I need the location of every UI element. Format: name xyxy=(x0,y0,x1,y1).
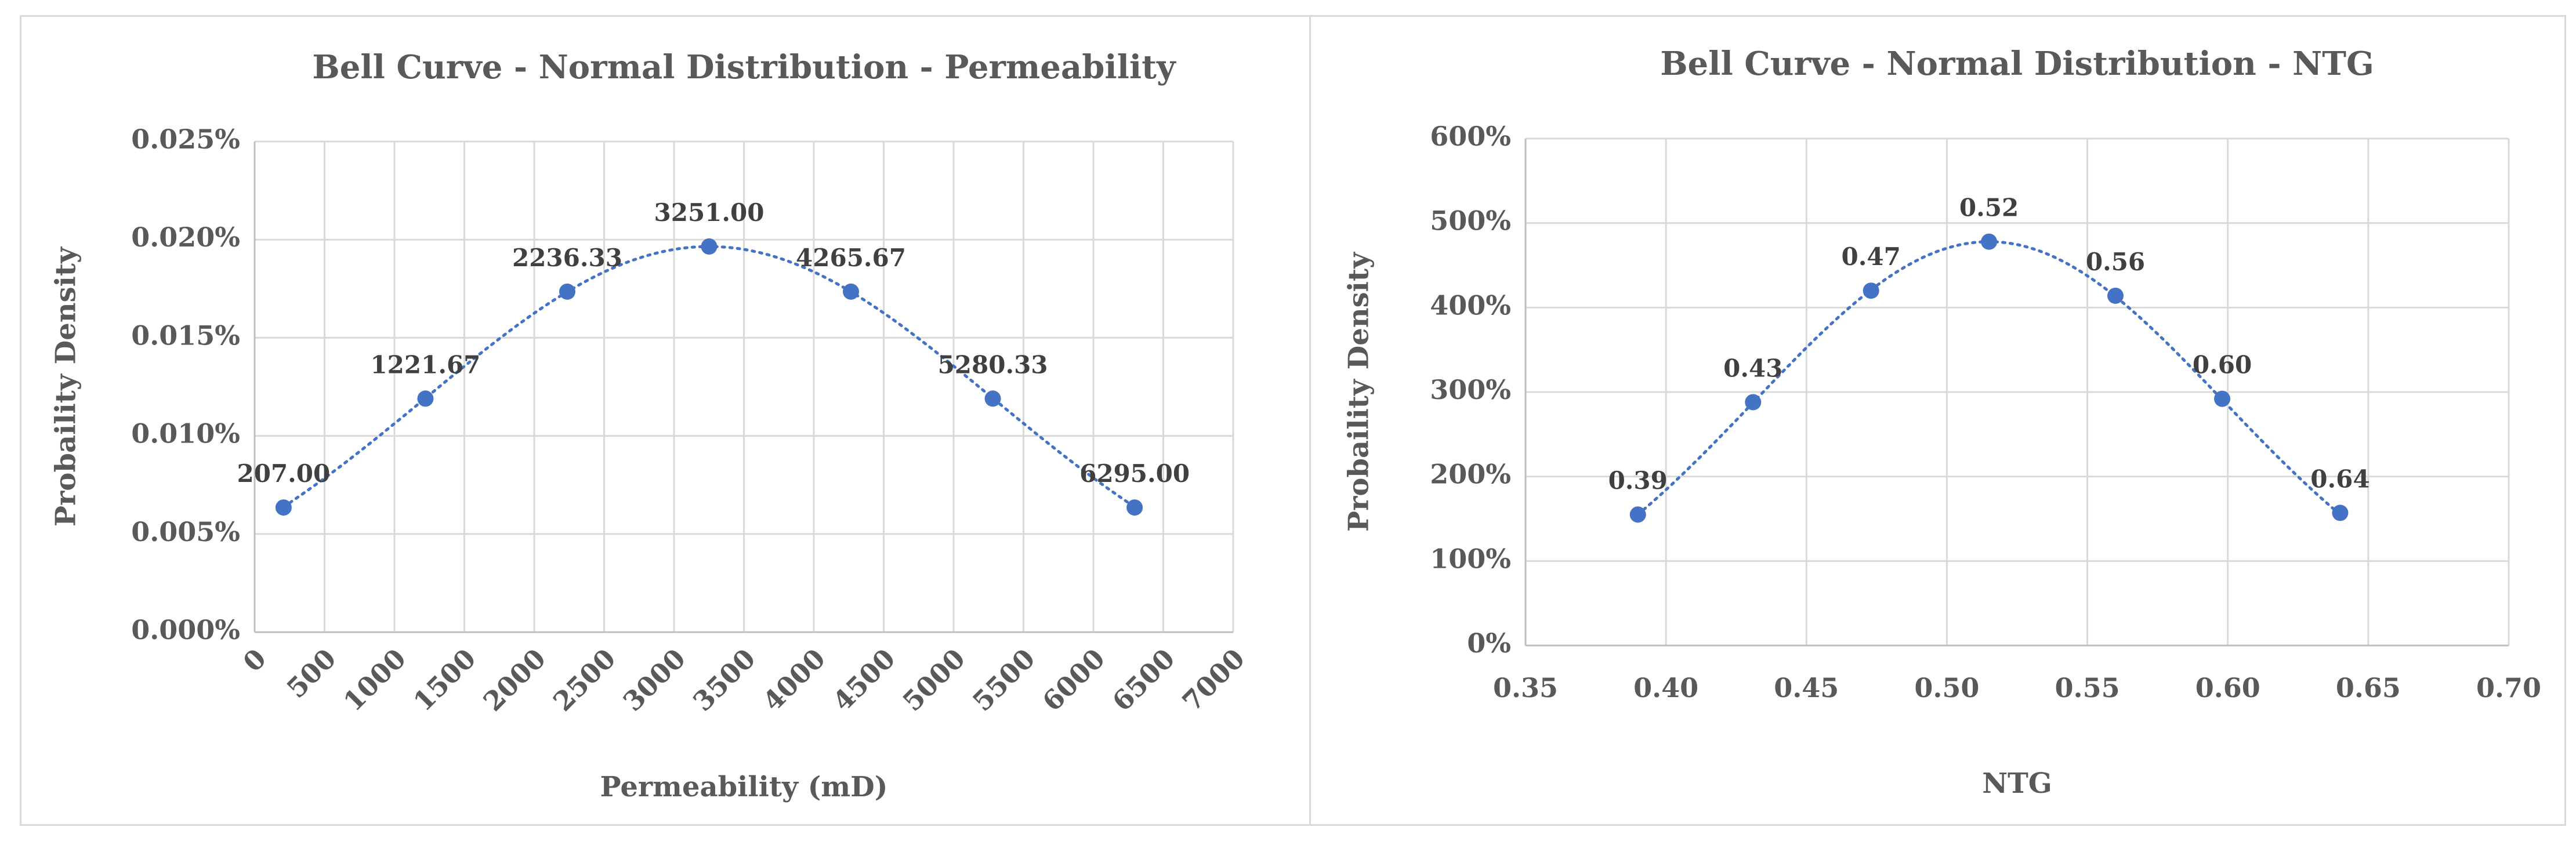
data-label: 0.43 xyxy=(1723,354,1782,382)
x-axis-title: NTG xyxy=(1982,767,2052,800)
y-tick-label: 0.005% xyxy=(131,516,240,547)
data-label: 1221.67 xyxy=(370,350,480,379)
data-point xyxy=(2107,287,2124,304)
data-label: 207.00 xyxy=(237,459,331,488)
data-point xyxy=(1863,282,1879,299)
y-axis-title: Probaility Density xyxy=(1343,251,1375,532)
x-tick-label: 7000 xyxy=(1176,643,1251,717)
x-tick-label: 5000 xyxy=(897,643,972,717)
data-label: 0.60 xyxy=(2193,351,2252,379)
y-tick-label: 200% xyxy=(1430,459,1511,490)
data-label: 6295.00 xyxy=(1079,459,1190,488)
data-label: 4265.67 xyxy=(796,244,906,272)
x-tick-label: 5500 xyxy=(966,643,1041,717)
data-label: 0.64 xyxy=(2310,465,2370,493)
y-axis-title: Probaility Density xyxy=(50,246,82,527)
x-tick-label: 0.45 xyxy=(1774,672,1839,703)
y-tick-label: 0.020% xyxy=(131,222,240,253)
data-point xyxy=(2214,390,2231,407)
y-tick-label: 0.015% xyxy=(131,320,240,351)
data-point xyxy=(2332,505,2349,521)
data-label: 0.52 xyxy=(1959,194,2019,222)
y-tick-label: 500% xyxy=(1430,205,1511,237)
data-point xyxy=(843,283,860,300)
x-tick-label: 1500 xyxy=(407,643,482,717)
y-tick-label: 0.010% xyxy=(131,418,240,449)
x-tick-label: 0.65 xyxy=(2336,672,2401,703)
data-point xyxy=(417,390,434,407)
y-tick-label: 400% xyxy=(1430,289,1511,321)
data-point xyxy=(559,283,575,300)
x-tick-label: 0.55 xyxy=(2055,672,2120,703)
y-tick-label: 0% xyxy=(1467,628,1511,659)
permeability-bell-curve-chart: Bell Curve - Normal Distribution - Perme… xyxy=(50,48,1251,803)
x-tick-label: 0.60 xyxy=(2195,672,2260,703)
x-axis-title: Permeability (mD) xyxy=(600,771,888,803)
data-label: 0.56 xyxy=(2086,248,2145,276)
data-label: 2236.33 xyxy=(512,244,622,272)
data-point xyxy=(1981,233,1998,250)
data-label: 5280.33 xyxy=(938,350,1048,379)
data-label: 3251.00 xyxy=(654,198,765,227)
x-tick-label: 6000 xyxy=(1037,643,1111,717)
y-tick-label: 100% xyxy=(1430,543,1511,574)
data-label: 0.39 xyxy=(1608,466,1668,495)
data-label: 0.47 xyxy=(1842,242,1901,271)
data-point xyxy=(1126,499,1143,516)
y-tick-label: 600% xyxy=(1430,121,1511,152)
x-tick-label: 3000 xyxy=(617,643,692,717)
data-point xyxy=(275,499,292,516)
permeability-chart-panel: Bell Curve - Normal Distribution - Perme… xyxy=(20,15,1311,826)
ntg-chart-panel: Bell Curve - Normal Distribution - NTG P… xyxy=(1309,15,2566,826)
x-tick-label: 0 xyxy=(237,643,272,678)
x-tick-label: 0.40 xyxy=(1633,672,1698,703)
x-tick-label: 4500 xyxy=(827,643,901,717)
chart-title: Bell Curve - Normal Distribution - Perme… xyxy=(312,48,1176,86)
x-tick-label: 0.50 xyxy=(1914,672,1979,703)
data-point xyxy=(1629,506,1646,523)
data-point xyxy=(701,238,718,255)
x-tick-label: 0.35 xyxy=(1493,672,1558,703)
x-tick-label: 6500 xyxy=(1106,643,1181,717)
ntg-bell-curve-chart: Bell Curve - Normal Distribution - NTG P… xyxy=(1343,45,2542,800)
x-tick-label: 3500 xyxy=(687,643,762,717)
x-tick-label: 0.70 xyxy=(2476,672,2541,703)
y-tick-label: 300% xyxy=(1430,374,1511,405)
y-tick-label: 0.025% xyxy=(131,124,240,155)
x-tick-label: 4000 xyxy=(757,643,832,717)
x-tick-label: 500 xyxy=(281,643,342,704)
chart-title: Bell Curve - Normal Distribution - NTG xyxy=(1660,45,2374,83)
data-point xyxy=(1745,394,1762,411)
y-tick-label: 0.000% xyxy=(131,614,240,645)
x-tick-label: 2500 xyxy=(547,643,622,717)
x-tick-label: 1000 xyxy=(338,643,412,717)
data-point xyxy=(984,390,1001,407)
x-tick-label: 2000 xyxy=(477,643,552,717)
